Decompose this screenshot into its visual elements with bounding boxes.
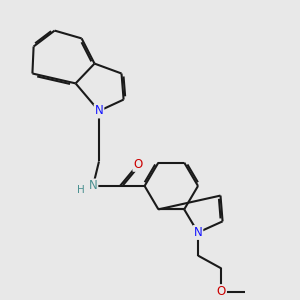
Text: N: N — [94, 104, 103, 118]
Text: H: H — [76, 184, 84, 195]
Text: N: N — [194, 226, 202, 239]
Text: O: O — [217, 285, 226, 298]
Text: N: N — [88, 179, 98, 193]
Text: O: O — [134, 158, 142, 171]
